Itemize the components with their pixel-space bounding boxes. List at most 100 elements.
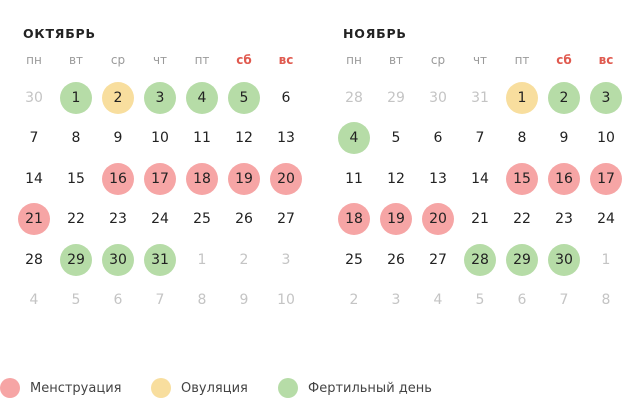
day-cell-other-month[interactable]: 8 [601, 292, 611, 308]
day-cell-ovulation[interactable]: 2 [102, 82, 134, 114]
day-cell-other-month[interactable]: 1 [601, 251, 611, 268]
day-cell-fertile[interactable]: 3 [590, 82, 622, 114]
weekday-label: вс [278, 53, 294, 67]
day-cell-fertile[interactable]: 4 [186, 82, 218, 114]
day-cell[interactable]: 8 [71, 130, 81, 147]
day-cell-other-month[interactable]: 29 [387, 90, 405, 106]
day-cell-other-month[interactable]: 5 [71, 292, 81, 308]
weekday-label: ср [430, 53, 446, 67]
day-cell-other-month[interactable]: 10 [277, 292, 295, 308]
day-cell-other-month[interactable]: 2 [239, 251, 249, 268]
day-cell-other-month[interactable]: 5 [475, 292, 485, 308]
day-cell-fertile[interactable]: 29 [506, 243, 538, 276]
day-cell[interactable]: 13 [277, 130, 295, 147]
day-cell-menstruation[interactable]: 17 [144, 162, 176, 195]
day-cell-fertile[interactable]: 2 [548, 82, 580, 114]
day-cell[interactable]: 8 [517, 130, 527, 147]
day-cell-fertile[interactable]: 28 [464, 243, 496, 276]
day-cell-other-month[interactable]: 31 [471, 90, 489, 106]
day-cell[interactable]: 25 [345, 251, 363, 268]
day-cell[interactable]: 11 [345, 170, 363, 187]
day-cell-fertile[interactable]: 30 [102, 243, 134, 276]
day-cell-menstruation[interactable]: 21 [18, 203, 50, 236]
day-cell-menstruation[interactable]: 20 [422, 203, 454, 236]
weekday-label: ср [110, 53, 126, 67]
day-cell[interactable]: 24 [597, 211, 615, 228]
day-cell-menstruation[interactable]: 19 [228, 162, 260, 195]
legend: Менструация Овуляция Фертильный день [0, 378, 640, 402]
day-cell-other-month[interactable]: 4 [29, 292, 39, 308]
weekday-label: вт [388, 53, 404, 67]
day-cell[interactable]: 22 [513, 211, 531, 228]
day-cell[interactable]: 7 [475, 130, 485, 147]
fertile-dot-icon [278, 378, 298, 398]
day-cell-menstruation[interactable]: 15 [506, 162, 538, 195]
legend-label: Менструация [30, 380, 122, 396]
day-cell-fertile[interactable]: 30 [548, 243, 580, 276]
day-cell[interactable]: 23 [109, 211, 127, 228]
day-cell-ovulation[interactable]: 1 [506, 82, 538, 114]
day-cell[interactable]: 14 [471, 170, 489, 187]
day-cell-menstruation[interactable]: 16 [548, 162, 580, 195]
day-cell-other-month[interactable]: 28 [345, 90, 363, 106]
day-cell-fertile[interactable]: 5 [228, 82, 260, 114]
day-cell[interactable]: 10 [151, 130, 169, 147]
day-cell-other-month[interactable]: 3 [281, 251, 291, 268]
day-cell-menstruation[interactable]: 18 [338, 203, 370, 236]
day-cell[interactable]: 9 [113, 130, 123, 147]
day-cell[interactable]: 7 [29, 130, 39, 147]
day-cell-menstruation[interactable]: 19 [380, 203, 412, 236]
day-cell-other-month[interactable]: 4 [433, 292, 443, 308]
menstruation-dot-icon [0, 378, 20, 398]
day-cell-other-month[interactable]: 3 [391, 292, 401, 308]
day-cell-other-month[interactable]: 6 [517, 292, 527, 308]
day-cell[interactable]: 28 [25, 251, 43, 268]
month-title: НОЯБРЬ [343, 26, 407, 41]
day-cell[interactable]: 6 [433, 130, 443, 147]
day-cell-other-month[interactable]: 30 [25, 90, 43, 106]
day-cell[interactable]: 27 [429, 251, 447, 268]
day-cell[interactable]: 6 [281, 90, 291, 106]
day-cell-other-month[interactable]: 2 [349, 292, 359, 308]
day-cell[interactable]: 26 [235, 211, 253, 228]
day-cell-fertile[interactable]: 31 [144, 243, 176, 276]
day-cell[interactable]: 22 [67, 211, 85, 228]
day-cell[interactable]: 26 [387, 251, 405, 268]
day-cell[interactable]: 25 [193, 211, 211, 228]
day-cell-other-month[interactable]: 1 [197, 251, 207, 268]
day-cell-menstruation[interactable]: 16 [102, 162, 134, 195]
day-cell[interactable]: 13 [429, 170, 447, 187]
weekday-label: пн [26, 53, 42, 67]
day-cell[interactable]: 14 [25, 170, 43, 187]
legend-item-menstruation: Менструация [0, 378, 121, 398]
day-cell[interactable]: 12 [387, 170, 405, 187]
day-cell-other-month[interactable]: 9 [239, 292, 249, 308]
day-cell[interactable]: 24 [151, 211, 169, 228]
day-cell-other-month[interactable]: 6 [113, 292, 123, 308]
day-cell-fertile[interactable]: 3 [144, 82, 176, 114]
day-cell-fertile[interactable]: 1 [60, 82, 92, 114]
day-cell[interactable]: 9 [559, 130, 569, 147]
day-cell-other-month[interactable]: 8 [197, 292, 207, 308]
day-cell[interactable]: 27 [277, 211, 295, 228]
day-cell[interactable]: 11 [193, 130, 211, 147]
weekday-label: пт [194, 53, 210, 67]
day-cell-fertile[interactable]: 29 [60, 243, 92, 276]
day-cell-menstruation[interactable]: 18 [186, 162, 218, 195]
day-cell-other-month[interactable]: 7 [559, 292, 569, 308]
day-cell-other-month[interactable]: 7 [155, 292, 165, 308]
day-cell[interactable]: 21 [471, 211, 489, 228]
month-title: ОКТЯБРЬ [23, 26, 96, 41]
ovulation-dot-icon [151, 378, 171, 398]
weekday-header-row: пн вт ср чт пт сб вс [13, 53, 307, 73]
legend-label: Фертильный день [308, 380, 432, 396]
day-cell-fertile[interactable]: 4 [338, 122, 370, 155]
day-cell-other-month[interactable]: 30 [429, 90, 447, 106]
day-cell[interactable]: 5 [391, 130, 401, 147]
day-cell[interactable]: 10 [597, 130, 615, 147]
day-cell-menstruation[interactable]: 17 [590, 162, 622, 195]
day-cell[interactable]: 23 [555, 211, 573, 228]
day-cell-menstruation[interactable]: 20 [270, 162, 302, 195]
day-cell[interactable]: 15 [67, 170, 85, 187]
day-cell[interactable]: 12 [235, 130, 253, 147]
